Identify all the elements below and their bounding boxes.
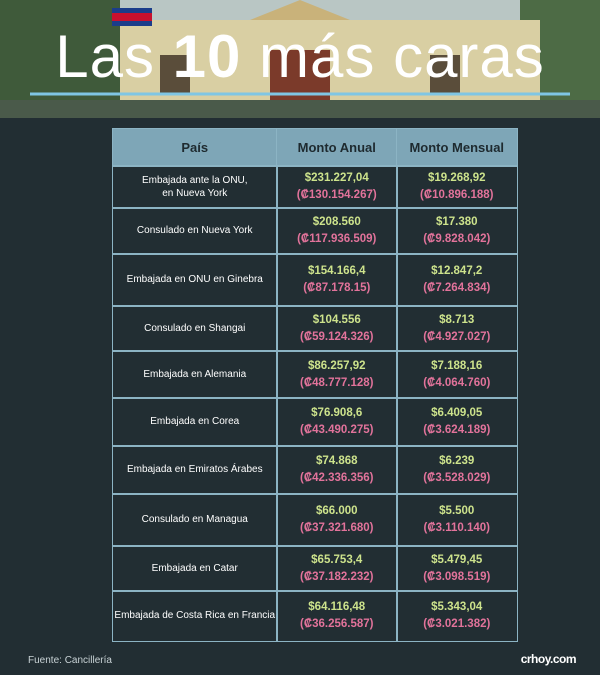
amount-colones: (₡117.936.509) [297, 233, 377, 246]
amount-colones: (₡42.336.356) [299, 472, 374, 485]
amount-usd: $231.227,04 [304, 172, 369, 185]
country: Embajada en Catar [151, 562, 238, 574]
table-cell: $8.713 (₡4.927.027) [396, 305, 518, 352]
amount-colones: (₡130.154.267) [296, 189, 377, 202]
country: Consulado en Managua [141, 514, 248, 526]
table-cell: $231.227,04 (₡130.154.267) [276, 165, 398, 209]
amount-usd: $6.239 [439, 455, 475, 468]
amount-colones: (₡43.490.275) [299, 424, 374, 437]
table-cell: Embajada ante la ONU, en Nueva York [112, 165, 278, 209]
amount-usd: $66.000 [315, 505, 358, 518]
table-cell: $12.847,2 (₡7.264.834) [396, 253, 518, 307]
amount-colones: (₡9.828.042) [423, 233, 491, 246]
country: Embajada en Emiratos Árabes [126, 464, 263, 476]
amount-usd: $17.380 [435, 216, 478, 229]
amount-usd: $86.257,92 [307, 359, 366, 372]
amount-colones: (₡3.098.519) [423, 570, 491, 583]
amount-colones: (₡10.896.188) [419, 189, 494, 202]
amount-colones: (₡48.777.128) [299, 376, 374, 389]
amount-usd: $208.560 [312, 216, 361, 229]
amount-usd: $154.166,4 [307, 265, 366, 278]
table-cell: $208.560 (₡117.936.509) [276, 207, 398, 255]
amount-colones: (₡3.021.382) [423, 618, 491, 631]
table-cell: Embajada en Alemania [112, 350, 278, 399]
table-cell: $64.116,48 (₡36.256.587) [276, 590, 398, 642]
amount-usd: $5.479,45 [431, 553, 483, 566]
table-cell: $7.188,16 (₡4.064.760) [396, 350, 518, 399]
amount-usd: $64.116,48 [308, 601, 366, 614]
amount-colones: (₡87.178.15) [303, 282, 371, 295]
amount-usd: $8.713 [439, 313, 475, 326]
amount-usd: $19.268,92 [427, 172, 486, 185]
table-cell: Consulado en Nueva York [112, 207, 278, 255]
amount-colones: (₡37.321.680) [299, 522, 374, 535]
table-cell: Embajada en Emiratos Árabes [112, 445, 278, 495]
table-cell: $76.908,6 (₡43.490.275) [276, 397, 398, 447]
table-cell: $65.753,4 (₡37.182.232) [276, 545, 398, 592]
amount-colones: (₡3.624.189) [423, 424, 491, 437]
table-cell: $104.556 (₡59.124.326) [276, 305, 398, 352]
amount-colones: (₡7.264.834) [423, 282, 491, 295]
column-header: Monto Anual [276, 128, 398, 167]
column-header: País [112, 128, 278, 167]
country: Embajada en ONU en Ginebra [126, 274, 263, 286]
amount-colones: (₡37.182.232) [299, 570, 374, 583]
column-header: Monto Mensual [396, 128, 518, 167]
amount-usd: $12.847,2 [431, 265, 483, 278]
table-cell: $154.166,4 (₡87.178.15) [276, 253, 398, 307]
table-cell: $74.868 (₡42.336.356) [276, 445, 398, 495]
amount-usd: $7.188,16 [431, 359, 483, 372]
table-cell: Consulado en Managua [112, 493, 278, 547]
amount-colones: (₡3.528.029) [423, 472, 491, 485]
title-text: más caras [259, 23, 545, 90]
country: Embajada en Corea [150, 416, 240, 428]
table-cell: Embajada en Corea [112, 397, 278, 447]
title-number: 10 [172, 23, 242, 90]
amount-usd: $5.343,04 [431, 601, 483, 614]
amount-colones: (₡36.256.587) [299, 618, 374, 631]
table-cell: $6.239 (₡3.528.029) [396, 445, 518, 495]
table-cell: $19.268,92 (₡10.896.188) [396, 165, 518, 209]
country: Embajada ante la ONU, en Nueva York [141, 174, 248, 199]
table-cell: $5.479,45 (₡3.098.519) [396, 545, 518, 592]
country: Consulado en Nueva York [136, 225, 253, 237]
amount-colones: (₡59.124.326) [299, 330, 374, 343]
country: Embajada en Alemania [143, 368, 247, 380]
amount-colones: (₡3.110.140) [423, 522, 491, 535]
amount-usd: $76.908,6 [311, 407, 363, 420]
amount-colones: (₡4.927.027) [423, 330, 491, 343]
table-cell: $86.257,92 (₡48.777.128) [276, 350, 398, 399]
table-cell: Embajada de Costa Rica en Francia [112, 590, 278, 642]
logo: crhoy.com [520, 652, 577, 666]
title: Las 10 más caras [0, 22, 600, 91]
table-cell: Consulado en Shangai [112, 305, 278, 352]
amount-usd: $65.753,4 [311, 553, 363, 566]
amount-colones: (₡4.064.760) [423, 376, 491, 389]
country: Embajada de Costa Rica en Francia [114, 610, 276, 622]
country: Consulado en Shangai [144, 322, 246, 334]
table-cell: $5.500 (₡3.110.140) [396, 493, 518, 547]
table-cell: Embajada en Catar [112, 545, 278, 592]
amount-usd: $104.556 [312, 313, 361, 326]
table-cell: $66.000 (₡37.321.680) [276, 493, 398, 547]
amount-usd: $5.500 [439, 505, 475, 518]
source: Fuente: Cancillería [28, 655, 112, 666]
table-cell: $5.343,04 (₡3.021.382) [396, 590, 518, 642]
table-cell: $17.380 (₡9.828.042) [396, 207, 518, 255]
header-photo [0, 0, 600, 118]
amount-usd: $6.409,05 [431, 407, 483, 420]
title-text: Las [55, 23, 155, 90]
amount-usd: $74.868 [315, 455, 358, 468]
table-cell: $6.409,05 (₡3.624.189) [396, 397, 518, 447]
table-cell: Embajada en ONU en Ginebra [112, 253, 278, 307]
